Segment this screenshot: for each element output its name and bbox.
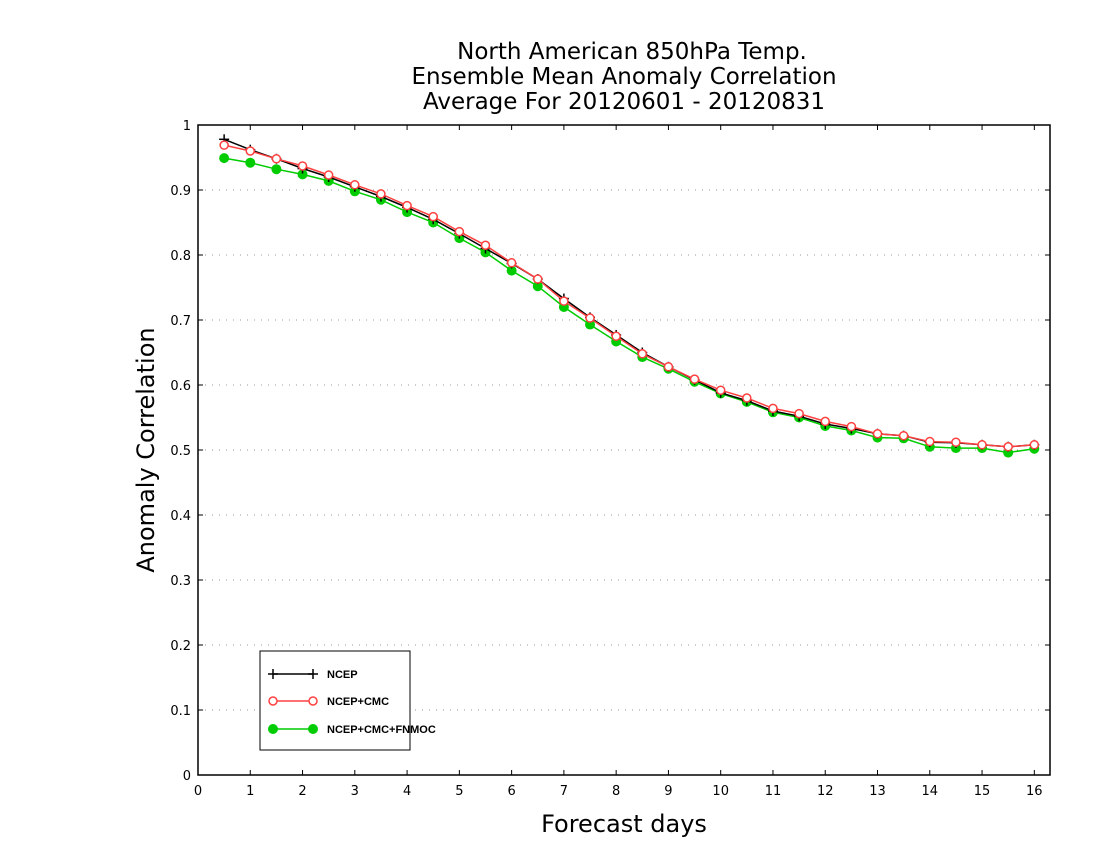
x-tick-label: 14 <box>922 784 939 799</box>
data-point <box>1003 442 1013 452</box>
data-point <box>768 403 778 414</box>
data-point <box>219 153 230 164</box>
x-tick-label: 4 <box>403 784 411 799</box>
x-tick-label: 8 <box>612 784 620 799</box>
data-point <box>742 393 752 403</box>
x-tick-label: 7 <box>560 784 568 799</box>
chart-title-line-3: Average For 20120601 - 20120831 <box>423 89 825 115</box>
series-ncep-cmc <box>219 140 1040 452</box>
y-tick-label: 0.7 <box>170 314 191 329</box>
legend-marker <box>268 696 278 706</box>
x-tick-label: 3 <box>351 784 359 799</box>
x-tick-label: 5 <box>455 784 463 799</box>
chart-title-line-2: Ensemble Mean Anomaly Correlation <box>411 64 836 90</box>
y-tick-label: 0.8 <box>170 249 191 264</box>
data-point <box>611 331 621 341</box>
data-point <box>715 385 726 395</box>
legend-entry: NCEP <box>268 669 358 681</box>
data-point <box>271 164 282 175</box>
data-point <box>663 362 674 372</box>
legend-marker <box>268 724 278 734</box>
chart-title-line-1: North American 850hPa Temp. <box>457 39 807 65</box>
x-tick-label: 10 <box>712 784 729 799</box>
data-point <box>454 226 465 237</box>
series-group <box>219 134 1040 458</box>
x-tick-label: 13 <box>869 784 886 799</box>
data-point <box>350 180 360 190</box>
legend-label: NCEP+CMC <box>327 696 389 708</box>
data-point <box>323 170 334 180</box>
data-point <box>794 408 804 419</box>
data-point <box>402 200 412 211</box>
data-point <box>559 296 569 306</box>
legend-entry: NCEP+CMC+FNMOC <box>268 724 436 736</box>
data-point <box>951 437 961 447</box>
x-tick-label: 9 <box>664 784 672 799</box>
data-point <box>245 157 256 168</box>
data-point <box>428 211 438 222</box>
legend-marker <box>308 696 318 706</box>
y-tick-label: 0.9 <box>170 184 191 199</box>
data-point <box>533 274 543 284</box>
y-tick-label: 0.1 <box>170 704 191 719</box>
x-tick-label: 0 <box>194 784 202 799</box>
x-axis-label: Forecast days <box>541 810 707 838</box>
legend-label: NCEP <box>327 669 358 681</box>
data-point <box>1029 440 1040 450</box>
legend-marker <box>308 669 318 679</box>
y-tick-label: 0.5 <box>170 444 191 459</box>
data-point <box>820 416 830 427</box>
data-point <box>297 161 308 171</box>
data-point <box>846 421 857 432</box>
x-tick-label: 11 <box>765 784 782 799</box>
data-point <box>245 146 256 156</box>
x-tick-label: 12 <box>817 784 834 799</box>
x-tick-label: 2 <box>298 784 306 799</box>
legend: NCEP NCEP+CMC NCEP+CMC+FNMOC <box>259 650 436 751</box>
data-point <box>898 430 909 441</box>
y-tick-label: 0.3 <box>170 574 191 589</box>
data-point <box>689 374 700 384</box>
x-tick-label: 6 <box>507 784 515 799</box>
y-tick-label: 0 <box>183 769 191 784</box>
y-tick-label: 0.4 <box>170 509 191 524</box>
y-tick-label: 1 <box>183 119 191 134</box>
y-axis-label: Anomaly Correlation <box>132 327 160 572</box>
legend-marker <box>308 724 318 734</box>
x-tick-label: 16 <box>1026 784 1043 799</box>
x-tick-label: 1 <box>246 784 254 799</box>
data-point <box>480 240 491 250</box>
data-point <box>637 349 648 359</box>
y-tick-label: 0.2 <box>170 639 191 654</box>
axes: 00.10.20.30.40.50.60.70.80.910 1 2 3 4 5 6 7 8 9 1… <box>170 119 1051 799</box>
plot-frame <box>197 124 1051 776</box>
data-point <box>925 436 935 447</box>
data-point <box>219 140 229 150</box>
data-point <box>977 440 987 450</box>
legend-label: NCEP+CMC+FNMOC <box>327 724 436 736</box>
data-point <box>585 313 595 323</box>
data-point <box>271 154 282 164</box>
legend-entry: NCEP+CMC <box>268 696 389 708</box>
y-tick-label: 0.6 <box>170 379 191 394</box>
data-point <box>376 189 386 199</box>
data-point <box>506 258 517 268</box>
legend-marker <box>268 669 278 679</box>
data-point <box>872 429 883 439</box>
x-tick-label: 15 <box>974 784 991 799</box>
